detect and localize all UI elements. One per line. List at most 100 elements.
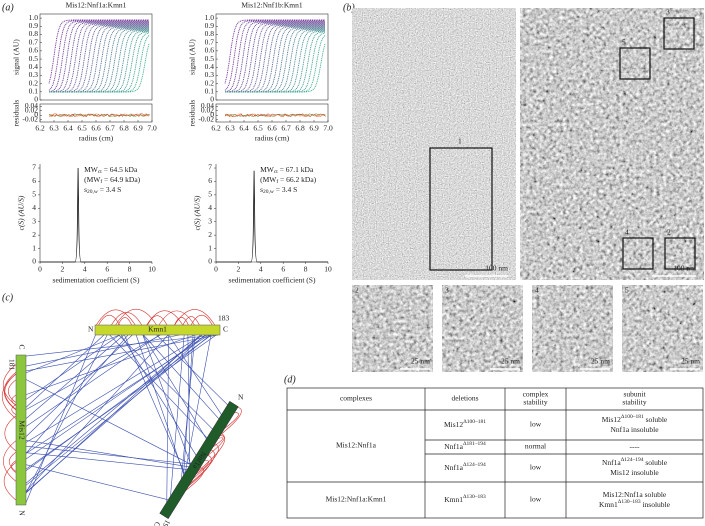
res-axis-label: residuals [188,100,197,127]
x-tick-label: 6.4 [239,124,249,133]
terminus: C [17,344,26,349]
y-tick-label: 0 [32,257,36,266]
self-link [190,314,213,326]
y-tick-label: 2 [208,230,212,239]
length: 183 [218,314,230,323]
x-tick-label: 6.8 [119,124,129,133]
self-link [194,460,209,476]
x-tick-label: 6.7 [105,124,115,133]
crosslink [25,334,217,470]
subunit-stability-part: Δ124–194 [621,457,644,463]
x-tick-label: 7.0 [147,124,157,133]
y-tick-label: 1.0 [29,13,39,22]
scan-trace [49,22,149,93]
deletion-part: Nnf1a [444,442,463,451]
y-tick-label: 0.8 [205,29,215,38]
complex-stability: low [530,495,542,504]
scan-trace [48,19,149,84]
crosslink [187,334,191,475]
scan-trace [49,31,149,93]
deletion: Kmn1Δ130–183 [444,494,486,503]
self-link [174,317,189,326]
y-axis-label: signal (AU) [188,39,197,75]
scan-trace [225,24,325,93]
y-tick-label: 3 [208,216,212,225]
res-axis-label: residuals [12,100,21,127]
deletion: Mis12Δ100–181 [444,419,486,428]
x-tick-label: 6.8 [295,124,305,133]
scan-trace [49,32,150,93]
crosslink [25,334,180,367]
scale-label: 100 nm [485,264,508,273]
self-link [188,449,215,486]
scan-trace [225,30,325,93]
scan-trace [225,29,325,93]
tile-label: 4 [535,286,539,295]
scan-trace [225,28,325,93]
crosslink [25,334,129,454]
scale-label: 25 nm [591,357,610,366]
y-tick-label: 5 [32,190,36,199]
complex-stability: normal [525,442,546,451]
crosslink [25,334,160,427]
crosslink [25,334,161,410]
annotation-part: (MW [84,175,101,184]
subunit-stability-part: Δ130–183 [618,499,641,505]
scan-trace [49,43,150,93]
annotation-part: s [84,185,87,194]
mis12-bar [15,354,27,506]
x-tick-label: 6.3 [225,124,235,133]
y-tick-label: 0.3 [29,70,39,79]
x-tick-label: 6.6 [91,124,101,133]
scan-trace [225,30,326,93]
terminus: N [88,325,94,334]
roi-box [663,17,695,50]
crosslink [124,334,188,480]
y-tick-label: 0.1 [29,87,39,96]
y-tick-label: 0.4 [205,62,215,71]
y-tick-label: 1.0 [205,13,215,22]
crosslink [182,334,212,487]
crosslink [25,334,219,372]
scale-label: 25 nm [411,357,430,366]
self-link [96,309,136,326]
roi-label: 1 [458,137,462,146]
x-axis-label: radius (cm) [79,134,114,143]
annotation-part: MW [84,165,99,174]
res-tick-label: 0 [34,110,38,119]
annotation-part: = 64.5 kDa [102,165,138,174]
peak [40,168,152,263]
crosslink [25,379,196,467]
crosslink [25,334,207,460]
y-axis-label: c(S) (AU/S) [17,195,26,230]
annotation-part: = 3.4 S [274,185,297,194]
scan-trace [49,24,149,93]
crosslink [25,334,96,503]
crosslink [25,334,211,486]
y-tick-label: 0 [208,257,212,266]
crosslink [25,334,108,493]
annotation-part: f [276,178,278,185]
complex-stability: low [530,420,542,429]
em-image [442,285,523,372]
self-link [3,440,17,482]
self-link [174,309,216,326]
crosslink [25,452,193,471]
protein-name: Kmn1 [148,325,167,334]
annotation: s20,w = 3.4 S [260,185,297,196]
x-tick-label: 2 [237,265,241,274]
crosslink [25,334,105,408]
x-axis-label: sedimentation coefficient (S) [229,276,316,285]
self-link [186,454,212,488]
annotation: s20,w = 3.4 S [84,185,121,196]
crosslink [169,334,185,508]
roi-label: 5 [622,38,626,47]
crosslink [25,334,133,437]
y-tick-label: 0.6 [29,46,39,55]
panel-label: (a) [2,2,14,13]
self-link [158,310,195,326]
em-image [520,8,704,280]
crosslink [109,334,211,442]
residual-trace [48,113,150,118]
subunit-stability-part: Nnf1a [602,458,621,467]
